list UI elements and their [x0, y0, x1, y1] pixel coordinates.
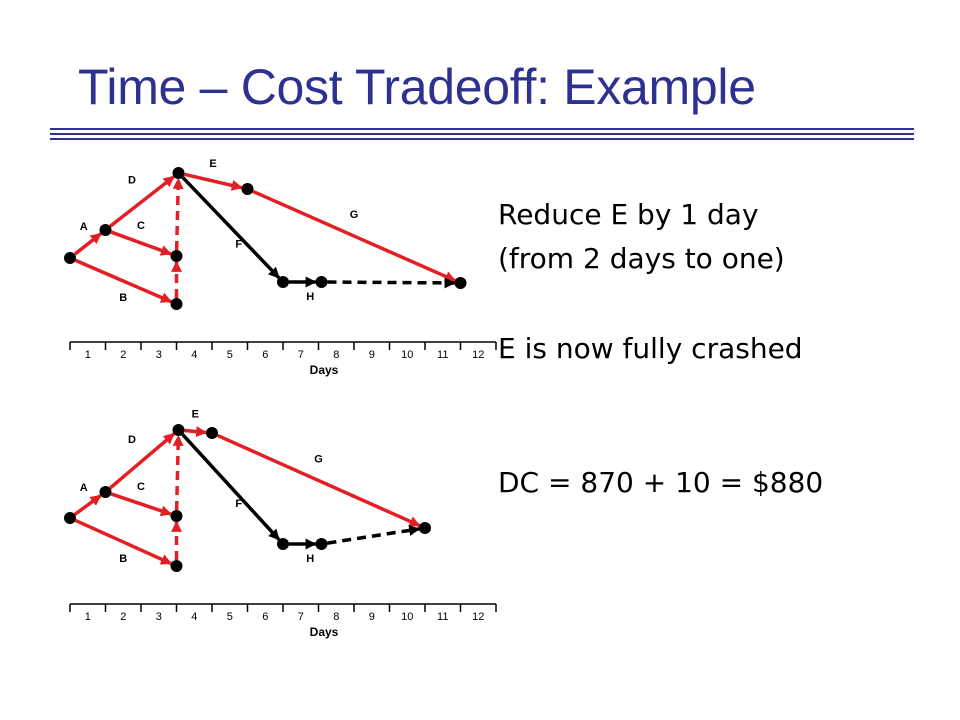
- activity-a-label: A: [80, 482, 88, 494]
- event-node: [170, 250, 183, 262]
- axis-tick-label: 2: [120, 349, 126, 361]
- activity-f-arrow: [181, 433, 281, 541]
- axis-tick-label: 6: [262, 349, 268, 361]
- activity-h-label: H: [306, 291, 314, 303]
- event-node: [454, 277, 467, 289]
- axis-tick-label: 9: [369, 349, 375, 361]
- activity-c-arrow: [110, 492, 172, 517]
- days-axis-title: Days: [310, 625, 339, 639]
- axis-tick-label: 4: [191, 349, 197, 361]
- activity-d-arrow: [109, 175, 175, 228]
- activity-g-label: G: [314, 454, 323, 466]
- event-node: [419, 522, 431, 534]
- axis-tick-label: 11: [437, 349, 448, 361]
- text-line-fully-crashed: E is now fully crashed: [498, 332, 803, 365]
- axis-tick-label: 2: [120, 611, 126, 623]
- activity-f-arrow: [181, 176, 281, 279]
- days-axis-title: Days: [310, 363, 339, 377]
- axis-tick-label: 10: [401, 611, 413, 623]
- text-line-direct-cost: DC = 870 + 10 = $880: [498, 466, 824, 499]
- activity-d-label: D: [128, 175, 136, 187]
- activity-a-label: A: [80, 221, 88, 233]
- event-node: [99, 224, 112, 236]
- axis-tick-label: 3: [156, 349, 162, 361]
- activity-a-arrow: [73, 232, 102, 256]
- axis-tick-label: 11: [437, 611, 448, 623]
- activity-g-label: G: [350, 209, 359, 221]
- event-node: [170, 298, 183, 310]
- event-node: [64, 512, 76, 524]
- activity-f-label: F: [235, 239, 242, 251]
- title-rule: [50, 128, 914, 140]
- axis-tick-label: 8: [333, 611, 339, 623]
- axis-tick-label: 4: [191, 611, 197, 623]
- event-node: [241, 183, 254, 195]
- axis-tick-label: 6: [262, 611, 268, 623]
- dummy-activity-arrow-10: [172, 434, 184, 511]
- axis-tick-label: 5: [227, 349, 233, 361]
- dummy-activity-arrow-10: [172, 177, 184, 251]
- event-node: [170, 560, 183, 572]
- axis-tick-label: 1: [85, 611, 91, 623]
- activity-e-arrow: [183, 172, 243, 191]
- axis-tick-label: 9: [369, 611, 375, 623]
- activity-b-label: B: [119, 292, 127, 304]
- event-node: [315, 276, 328, 288]
- slide-title: Time – Cost Tradeoff: Example: [78, 59, 756, 115]
- activity-e-label: E: [209, 158, 216, 170]
- activity-b-arrow: [74, 258, 173, 304]
- event-node: [277, 276, 289, 288]
- activity-e-label: E: [192, 409, 199, 421]
- activity-f-label: F: [235, 498, 242, 510]
- dummy-activity-arrow-11: [327, 524, 421, 545]
- axis-tick-label: 12: [472, 349, 484, 361]
- activity-c-label: C: [137, 481, 145, 493]
- text-line-from-to: (from 2 days to one): [498, 242, 785, 275]
- axis-tick-label: 8: [333, 349, 339, 361]
- activity-e-arrow: [184, 426, 208, 438]
- axis-tick-label: 12: [472, 611, 484, 623]
- activity-b-arrow: [74, 518, 173, 566]
- event-node: [64, 252, 76, 264]
- activity-g-arrow: [252, 189, 457, 283]
- activity-c-arrow: [110, 230, 172, 256]
- activity-a-arrow: [73, 494, 102, 516]
- axis-tick-label: 7: [298, 611, 304, 623]
- activity-b-label: B: [119, 553, 127, 565]
- event-node: [99, 486, 112, 498]
- axis-tick-label: 5: [227, 611, 233, 623]
- activity-h-label: H: [306, 553, 314, 565]
- event-node: [206, 427, 218, 439]
- axis-tick-label: 10: [401, 349, 413, 361]
- event-node: [170, 510, 183, 522]
- event-node: [172, 424, 185, 436]
- activity-g-arrow: [216, 433, 421, 528]
- event-node: [277, 538, 289, 550]
- axis-tick-label: 3: [156, 611, 162, 623]
- dummy-activity-arrow-11: [327, 277, 456, 289]
- activity-d-label: D: [128, 434, 136, 446]
- event-node: [315, 538, 328, 550]
- text-line-reduce-e: Reduce E by 1 day: [498, 198, 759, 231]
- axis-tick-label: 1: [85, 349, 91, 361]
- activity-d-arrow: [108, 432, 176, 490]
- axis-tick-label: 7: [298, 349, 304, 361]
- activity-c-label: C: [137, 220, 145, 232]
- event-node: [172, 167, 185, 179]
